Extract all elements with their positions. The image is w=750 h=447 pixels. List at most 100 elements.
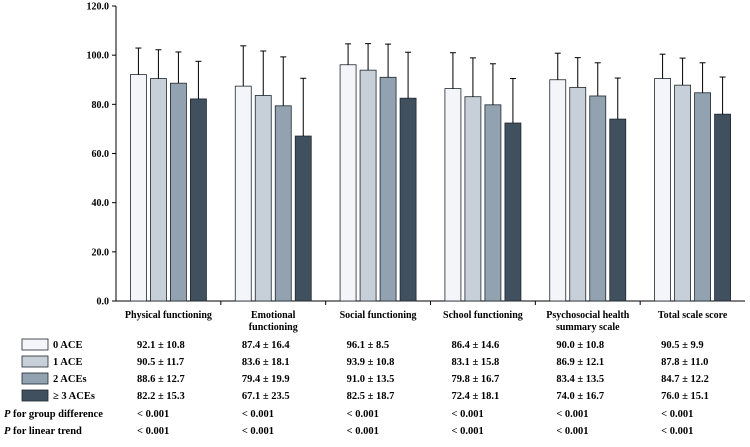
bar (464, 96, 482, 302)
category-label: Social functioning (340, 310, 417, 321)
p-symbol: P (4, 426, 11, 437)
category-label-line: Total scale score (658, 310, 728, 321)
y-tick-label: 0.0 (97, 297, 110, 308)
bar (504, 122, 522, 302)
legend-swatch (21, 372, 49, 385)
bar (674, 84, 691, 302)
bars-layer (130, 64, 731, 302)
table-cell: 90.0 ± 10.8 (556, 340, 604, 351)
p-row-text: for group difference (10, 409, 103, 420)
category-label: Total scale score (658, 310, 728, 321)
table-cell: 90.5 ± 11.7 (137, 357, 184, 368)
bar (190, 98, 207, 302)
p-value-cell: < 0.001 (347, 426, 379, 437)
y-tick-label: 120.0 (87, 2, 110, 13)
p-value-cell: < 0.001 (556, 426, 588, 437)
p-value-cell: < 0.001 (242, 409, 274, 420)
category-label-line: functioning (249, 322, 298, 333)
p-value-cell: < 0.001 (347, 409, 379, 420)
category-label-line: Emotional (251, 310, 296, 321)
category-label-line: Social functioning (340, 310, 417, 321)
p-value-cell: < 0.001 (242, 426, 274, 437)
table-cell: 86.9 ± 12.1 (556, 357, 604, 368)
bar (130, 74, 147, 302)
table-cell: 79.4 ± 19.9 (242, 374, 290, 385)
bar (339, 64, 357, 302)
bar (654, 78, 671, 302)
legend-label: 0 ACE (53, 340, 82, 351)
legend-label: 2 ACEs (53, 374, 87, 385)
bar (359, 69, 377, 302)
p-row-label: P for linear trend (4, 426, 82, 437)
table-cell: 84.7 ± 12.2 (661, 374, 709, 385)
error-bars-layer (135, 43, 726, 137)
bar (549, 79, 567, 302)
p-value-cell: < 0.001 (452, 409, 484, 420)
p-value-cell: < 0.001 (556, 409, 588, 420)
bar (444, 88, 462, 302)
y-tick-label: 60.0 (92, 149, 110, 160)
table-cell: 72.4 ± 18.1 (452, 391, 500, 402)
table-cell: 83.1 ± 15.8 (452, 357, 500, 368)
legend-swatch (21, 389, 49, 402)
y-tick-label: 20.0 (92, 247, 110, 258)
bar (254, 95, 272, 302)
table-cell: 88.6 ± 12.7 (137, 374, 185, 385)
table-cell: 92.1 ± 10.8 (137, 340, 185, 351)
y-tick-label: 80.0 (92, 100, 110, 111)
y-tick-label: 40.0 (92, 198, 110, 209)
category-label-line: Psychosocial health (546, 310, 629, 321)
table-cell: 93.9 ± 10.8 (347, 357, 395, 368)
category-label: School functioning (443, 310, 523, 321)
bar (694, 92, 711, 302)
p-value-cell: < 0.001 (661, 409, 693, 420)
table-cell: 91.0 ± 13.5 (347, 374, 395, 385)
legend-swatch (21, 355, 49, 368)
table-cell: 90.5 ± 9.9 (661, 340, 704, 351)
y-tick-label: 100.0 (87, 51, 110, 62)
p-row-label: P for group difference (4, 409, 103, 420)
bar (234, 85, 252, 302)
category-label: Psychosocial health summary scale (546, 310, 629, 333)
bar (170, 82, 187, 302)
category-label: Emotional functioning (249, 310, 298, 333)
bar (609, 118, 627, 302)
bar (379, 76, 397, 302)
p-row-text: for linear trend (10, 426, 82, 437)
table-cell: 96.1 ± 8.5 (347, 340, 390, 351)
bar (569, 86, 587, 302)
table-cell: 83.4 ± 13.5 (556, 374, 604, 385)
category-label: Physical functioning (125, 310, 212, 321)
table-cell: 82.2 ± 15.3 (137, 391, 185, 402)
data-table: 0 ACE 92.1 ± 10.8 87.4 ± 16.4 96.1 ± 8.5 86.… (4, 338, 709, 437)
legend-label: ≥ 3 ACEs (53, 391, 95, 402)
table-cell: 83.6 ± 18.1 (242, 357, 290, 368)
bar (589, 95, 607, 302)
category-label-line: School functioning (443, 310, 523, 321)
bar (399, 97, 417, 302)
axes-layer (112, 5, 745, 305)
legend-label: 1 ACE (53, 357, 82, 368)
p-value-cell: < 0.001 (137, 409, 169, 420)
p-value-cell: < 0.001 (137, 426, 169, 437)
table-cell: 87.8 ± 11.0 (661, 357, 708, 368)
table-cell: 87.4 ± 16.4 (242, 340, 291, 351)
table-cell: 67.1 ± 23.5 (242, 391, 290, 402)
table-cell: 76.0 ± 15.1 (661, 391, 709, 402)
table-cell: 79.8 ± 16.7 (452, 374, 500, 385)
bar (484, 104, 502, 302)
table-cell: 74.0 ± 16.7 (556, 391, 604, 402)
labels-layer: 0.0 20.0 40.0 60.0 80.0 100.0 120.0 Physical fu… (87, 2, 728, 334)
category-label-line: summary scale (556, 322, 620, 333)
bar (294, 135, 312, 302)
bar (274, 105, 292, 302)
bar (714, 113, 731, 302)
legend-swatch (21, 338, 49, 351)
table-cell: 82.5 ± 18.7 (347, 391, 395, 402)
category-label-line: Physical functioning (125, 310, 212, 321)
bar (150, 78, 167, 302)
p-symbol: P (4, 409, 11, 420)
table-cell: 86.4 ± 14.6 (452, 340, 500, 351)
p-value-cell: < 0.001 (661, 426, 693, 437)
